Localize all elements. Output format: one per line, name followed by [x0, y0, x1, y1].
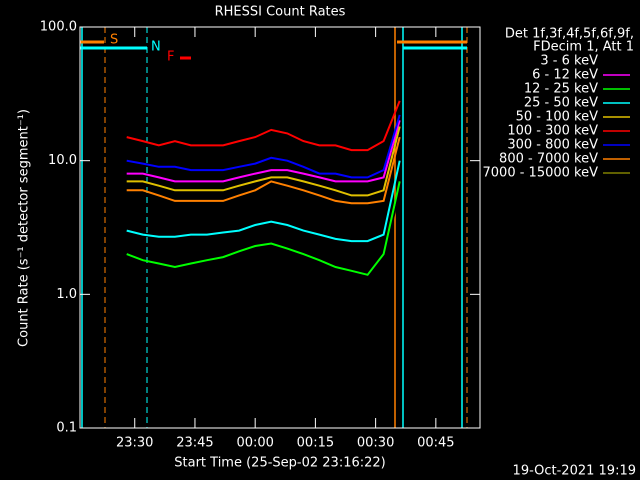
series-line: [126, 160, 401, 243]
y-tick-label: 1.0: [56, 287, 77, 302]
legend-title: Det 1f,3f,4f,5f,6f,9f,: [505, 27, 634, 42]
x-axis-label: Start Time (25-Sep-02 23:16:22): [174, 456, 385, 471]
series-line: [126, 190, 401, 281]
legend-label: 300 - 800 keV: [507, 138, 598, 153]
timestamp: 19-Oct-2021 19:19: [513, 464, 636, 479]
legend-label: 7000 - 15000 keV: [483, 166, 599, 181]
y-tick-label: 0.1: [56, 421, 77, 436]
annotation: N: [151, 40, 161, 55]
legend-title: FDecim 1, Att 1: [533, 40, 634, 55]
x-tick-label: 00:45: [417, 436, 454, 451]
plot-frame: [79, 26, 481, 429]
x-tick-label: 00:30: [357, 436, 394, 451]
series-line: [126, 126, 401, 197]
series-line: [126, 100, 401, 152]
x-tick-label: 00:00: [236, 436, 273, 451]
y-tick-label: 100.0: [40, 20, 77, 35]
legend-label: 100 - 300 keV: [507, 124, 598, 139]
legend-label: 12 - 25 keV: [524, 82, 598, 97]
legend-label: 50 - 100 keV: [516, 110, 599, 125]
x-tick-label: 23:30: [116, 436, 153, 451]
legend-label: 25 - 50 keV: [524, 96, 598, 111]
series-line: [126, 181, 401, 276]
legend-label: 3 - 6 keV: [540, 54, 598, 69]
y-tick-label: 10.0: [48, 153, 77, 168]
chart-title: RHESSI Count Rates: [215, 5, 346, 20]
y-axis-label: Count Rate (s⁻¹ detector segment⁻¹): [17, 109, 32, 347]
legend-label: 6 - 12 keV: [532, 68, 598, 83]
legend-label: 800 - 7000 keV: [499, 152, 598, 167]
annotation: F: [167, 50, 174, 65]
x-tick-label: 00:15: [297, 436, 334, 451]
series-line: [126, 136, 401, 205]
series-line: [126, 120, 401, 183]
x-tick-label: 23:45: [176, 436, 213, 451]
flag-markers: [80, 27, 468, 428]
annotation: S: [110, 33, 118, 48]
series-line: [126, 114, 401, 179]
